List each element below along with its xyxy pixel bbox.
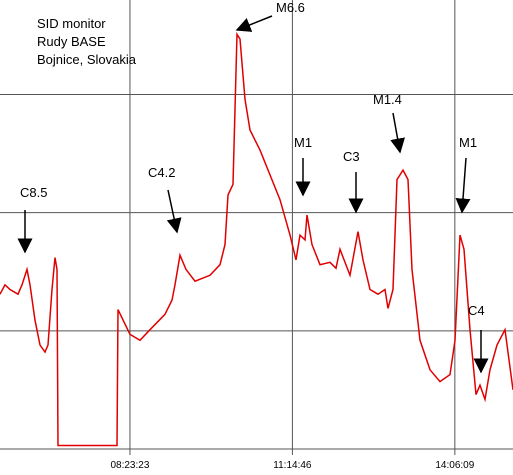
annotation-label: M1.4: [373, 92, 402, 107]
title-line: SID monitor: [37, 16, 106, 31]
data-line: [0, 31, 513, 447]
x-tick-label: 11:14:46: [273, 460, 312, 471]
annotation-label: C4.2: [148, 165, 175, 180]
x-tick-label: 08:23:23: [110, 460, 149, 471]
annotation-label: C4: [468, 303, 485, 318]
annotation-arrow: [455, 157, 471, 214]
annotation-label: C3: [343, 149, 360, 164]
x-tick-label: 14:06:09: [435, 460, 474, 471]
annotation-label: M1: [294, 135, 312, 150]
annotation-arrow: [235, 15, 273, 32]
annotation-arrow: [166, 189, 182, 234]
annotation-label: M6.6: [276, 0, 305, 15]
annotation-label: M1: [459, 135, 477, 150]
annotation-arrow: [390, 112, 405, 154]
title-line: Bojnice, Slovakia: [37, 52, 137, 67]
title-line: Rudy BASE: [37, 34, 106, 49]
annotation-label: C8.5: [20, 185, 47, 200]
